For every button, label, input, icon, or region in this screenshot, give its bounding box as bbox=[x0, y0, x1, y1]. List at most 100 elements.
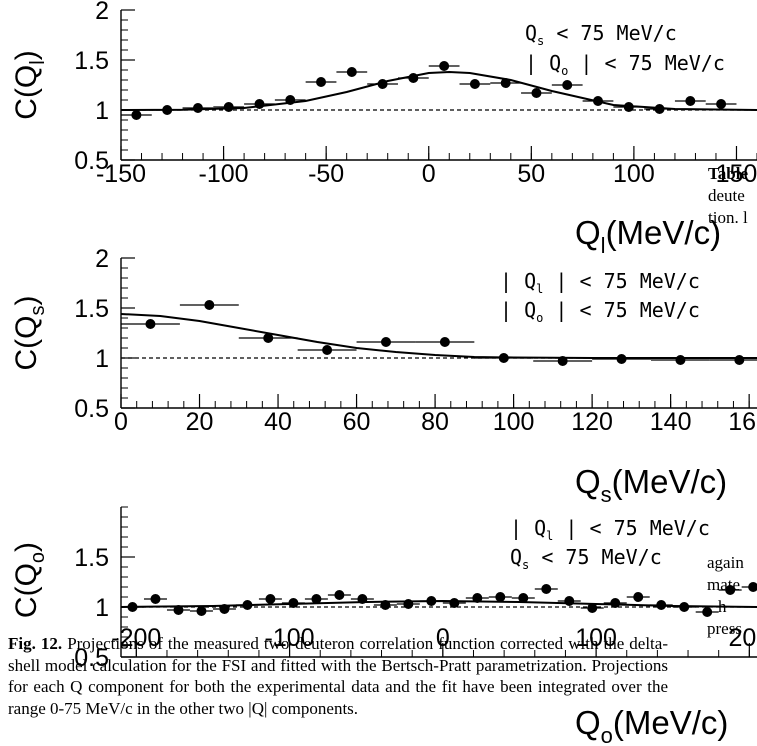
data-point bbox=[564, 596, 575, 606]
x-tick-label: -100 bbox=[199, 160, 249, 188]
data-point bbox=[377, 79, 388, 89]
x-tick-label: -50 bbox=[308, 160, 344, 188]
data-point bbox=[518, 593, 529, 603]
data-point bbox=[426, 596, 437, 606]
cut-annotation-sub: l bbox=[546, 529, 553, 543]
data-point bbox=[254, 99, 265, 109]
cut-annotation-var: | Q bbox=[500, 269, 536, 293]
data-point bbox=[498, 353, 509, 363]
x-tick-label: 50 bbox=[517, 160, 545, 188]
data-point bbox=[285, 95, 296, 105]
side-text-table: Table bbox=[708, 164, 748, 183]
data-point bbox=[334, 590, 345, 600]
y-tick-label: 1.5 bbox=[74, 47, 109, 75]
y-tick-label: 0.5 bbox=[74, 644, 109, 672]
data-point bbox=[322, 345, 333, 355]
data-point bbox=[288, 598, 299, 608]
y-axis-title-main: C(Q bbox=[10, 316, 43, 371]
data-point bbox=[403, 599, 414, 609]
y-tick-label: 2 bbox=[95, 245, 109, 273]
y-tick-label: 1.5 bbox=[74, 544, 109, 572]
y-tick-label: 1 bbox=[95, 345, 109, 373]
side-text-h: h bbox=[718, 597, 727, 616]
data-point bbox=[131, 110, 142, 120]
data-point bbox=[173, 605, 184, 615]
cut-annotation-var: Q bbox=[510, 545, 522, 569]
y-axis-title-main: C(Q bbox=[10, 563, 43, 618]
x-tick-label: 80 bbox=[421, 408, 449, 436]
data-point bbox=[734, 355, 745, 365]
panel-ql: 0.511.52-150 -100 -50 0 50 100 150C(Ql)Ql(MeV/… bbox=[10, 0, 757, 258]
y-tick-label: 0.5 bbox=[74, 395, 109, 423]
y-axis-title-sub: l bbox=[27, 60, 49, 64]
panel-qs: 0.511.52020406080100120140160C(Qs)Qs(MeV… bbox=[10, 245, 757, 507]
y-axis-title-close: ) bbox=[10, 50, 43, 60]
data-point bbox=[748, 582, 757, 592]
data-point bbox=[127, 602, 138, 612]
data-point bbox=[587, 603, 598, 613]
y-axis-title-sub: s bbox=[27, 306, 49, 316]
cut-annotation-rest: | < 75 MeV/c bbox=[553, 516, 710, 540]
y-tick-label: 2 bbox=[95, 0, 109, 25]
data-point bbox=[541, 584, 552, 594]
data-point bbox=[204, 300, 215, 310]
side-text-fragments: Table deute tion. l again mate h press bbox=[707, 164, 748, 638]
data-point bbox=[654, 104, 665, 114]
cut-annotation-sub: s bbox=[522, 558, 529, 572]
x-tick-label: -100 bbox=[265, 624, 315, 652]
x-tick-label: 200 bbox=[728, 624, 757, 652]
data-point bbox=[633, 592, 644, 602]
data-point bbox=[562, 80, 573, 90]
y-axis-title: C(Qo) bbox=[10, 542, 49, 618]
fit-curve bbox=[120, 70, 757, 111]
data-point bbox=[263, 333, 274, 343]
x-axis-title-main: Q bbox=[575, 704, 601, 741]
data-point bbox=[357, 594, 368, 604]
data-point bbox=[725, 585, 736, 595]
x-tick-label: 60 bbox=[343, 408, 371, 436]
caption-label: Fig. 12. bbox=[8, 634, 63, 653]
data-point bbox=[531, 88, 542, 98]
cut-annotation: | Qo | < 75 MeV/c bbox=[500, 298, 700, 325]
data-point bbox=[623, 102, 634, 112]
x-tick-label: 40 bbox=[264, 408, 292, 436]
cut-annotation-rest: | < 75 MeV/c bbox=[543, 298, 700, 322]
x-tick-label: 0 bbox=[436, 624, 450, 652]
data-point bbox=[408, 73, 419, 83]
data-point bbox=[150, 594, 161, 604]
data-point bbox=[449, 598, 460, 608]
y-axis-title-main: C(Q bbox=[10, 65, 43, 120]
cut-annotation: Qs < 75 MeV/c bbox=[510, 545, 662, 572]
y-tick-label: 1 bbox=[95, 97, 109, 125]
x-axis-title-main: Q bbox=[575, 463, 601, 500]
x-tick-label: -200 bbox=[111, 624, 161, 652]
data-point bbox=[265, 594, 276, 604]
y-axis-title-close: ) bbox=[10, 296, 43, 306]
data-point bbox=[593, 96, 603, 106]
data-point bbox=[610, 598, 621, 608]
cut-annotation-var: Q bbox=[525, 21, 537, 45]
data-point bbox=[316, 77, 327, 87]
data-point bbox=[679, 602, 690, 612]
data-point bbox=[196, 606, 207, 616]
x-axis-title-sub: o bbox=[601, 723, 613, 746]
data-point bbox=[716, 99, 727, 109]
side-text-deute: deute bbox=[708, 186, 745, 205]
data-point bbox=[346, 67, 357, 77]
x-tick-label: 100 bbox=[613, 160, 655, 188]
y-axis-title: C(Ql) bbox=[10, 50, 49, 119]
side-text-mate: mate bbox=[707, 575, 740, 594]
data-point bbox=[439, 337, 450, 347]
side-text-tion: tion. l bbox=[708, 208, 748, 227]
y-tick-label: 1 bbox=[95, 594, 109, 622]
x-axis-title: Qo(MeV/c) bbox=[575, 704, 728, 746]
data-point bbox=[162, 105, 173, 115]
panel-qo: 0.511.5-200-1000100200C(Qo)Qo(MeV/c)| Ql… bbox=[10, 506, 757, 746]
x-tick-label: 150 bbox=[716, 160, 757, 188]
caption-text: Projections of the measured two-deuteron… bbox=[8, 634, 668, 718]
x-axis-title-main: Q bbox=[575, 214, 601, 251]
data-point bbox=[472, 593, 483, 603]
cut-annotation-rest: | < 75 MeV/c bbox=[568, 51, 725, 75]
data-point bbox=[145, 319, 156, 329]
